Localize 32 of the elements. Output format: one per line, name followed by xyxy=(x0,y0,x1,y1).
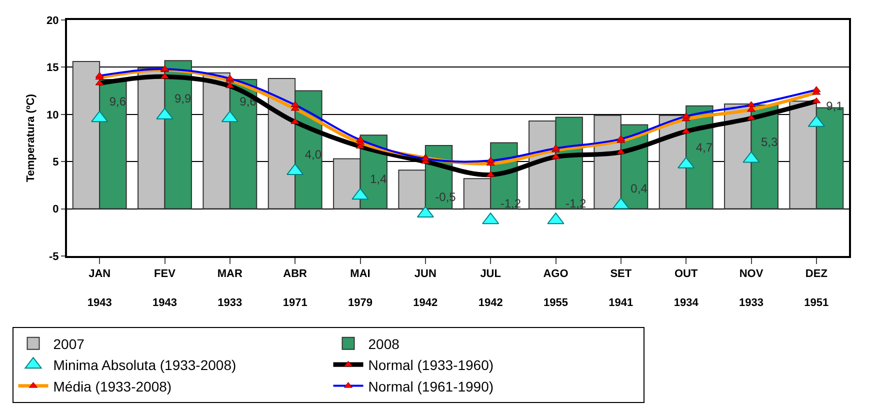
y-tick-label: 0 xyxy=(52,204,59,216)
y-tick-label: -5 xyxy=(49,250,59,263)
data-label: 9,6 xyxy=(109,94,126,108)
legend-label: 2007 xyxy=(53,336,85,352)
y-tick-label: 15 xyxy=(46,62,59,74)
category-label: DEZ 1951 xyxy=(804,268,829,309)
legend-label: Normal (1961-1990) xyxy=(368,378,494,394)
category-label: NOV 1933 xyxy=(739,268,764,309)
legend-label: Minima Absoluta (1933-2008) xyxy=(53,357,236,374)
category-label: JUN 1942 xyxy=(413,268,438,309)
category-label: SET 1941 xyxy=(608,268,634,309)
category-label: MAI 1979 xyxy=(348,268,372,309)
data-label: 4,0 xyxy=(304,147,322,162)
y-axis-title: Temperatura (ºC) xyxy=(25,94,37,182)
category-label: JAN 1943 xyxy=(87,268,112,309)
y-tick-label: 20 xyxy=(46,14,59,27)
category-label: OUT 1934 xyxy=(674,268,698,309)
category-label: ABR 1971 xyxy=(282,268,308,309)
legend-label: 2008 xyxy=(368,336,400,352)
y-tick-label: 5 xyxy=(52,156,59,168)
data-label: 0,4 xyxy=(630,181,648,196)
legend-label: Média (1933-2008) xyxy=(53,378,172,394)
data-label: 4,7 xyxy=(696,140,713,155)
category-label: FEV 1943 xyxy=(152,268,177,309)
data-label: 5,3 xyxy=(761,135,778,150)
y-tick-label: 10 xyxy=(46,109,59,122)
category-label: MAR 1933 xyxy=(217,268,242,309)
category-label: JUL 1942 xyxy=(478,268,503,309)
legend-label: Normal (1933-1960) xyxy=(368,357,494,374)
data-label: 9,9 xyxy=(174,92,192,106)
category-label: AGO 1955 xyxy=(543,268,568,309)
data-label: 1,4 xyxy=(370,172,388,186)
